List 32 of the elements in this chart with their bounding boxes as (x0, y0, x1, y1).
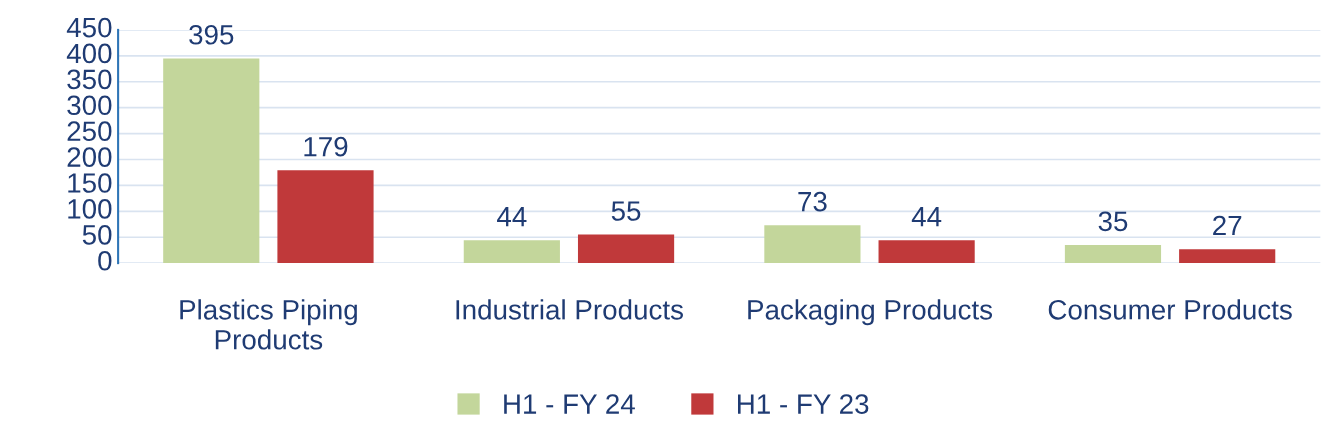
bar (577, 234, 675, 264)
bar (1179, 249, 1276, 264)
x-tick-label: Industrial Products (456, 299, 683, 320)
bar (1064, 244, 1162, 264)
y-tick-label: 250 (67, 121, 112, 142)
y-tick-label: 200 (67, 147, 112, 167)
bar (163, 58, 260, 264)
bar (463, 240, 560, 264)
data-label: 395 (189, 24, 234, 45)
y-tick-label: 400 (66, 43, 112, 64)
y-tick-label: 150 (68, 173, 112, 193)
y-tick-label: 350 (67, 69, 112, 90)
data-label: 44 (911, 207, 942, 227)
bar (277, 170, 374, 264)
y-tick-label: 50 (82, 225, 112, 245)
legend-label: H1 - FY 23 (738, 394, 869, 414)
data-label: 35 (1098, 211, 1128, 232)
data-label: 27 (1213, 215, 1242, 236)
x-tick-label: Plastics Piping Products (180, 299, 357, 350)
data-label: 55 (611, 201, 641, 221)
y-tick-label: 100 (68, 199, 112, 219)
data-label: 179 (304, 136, 348, 157)
bar (764, 225, 861, 264)
y-tick-label: 0 (98, 250, 112, 271)
y-tick-label: 450 (66, 17, 112, 38)
y-tick-label: 300 (67, 95, 112, 116)
data-label: 73 (798, 191, 827, 212)
x-tick-label: Consumer Products (1048, 299, 1292, 320)
data-label: 44 (497, 207, 527, 227)
legend-label: H1 - FY 24 (504, 394, 635, 414)
bar (878, 240, 975, 264)
x-tick-label: Packaging Products (748, 299, 993, 326)
